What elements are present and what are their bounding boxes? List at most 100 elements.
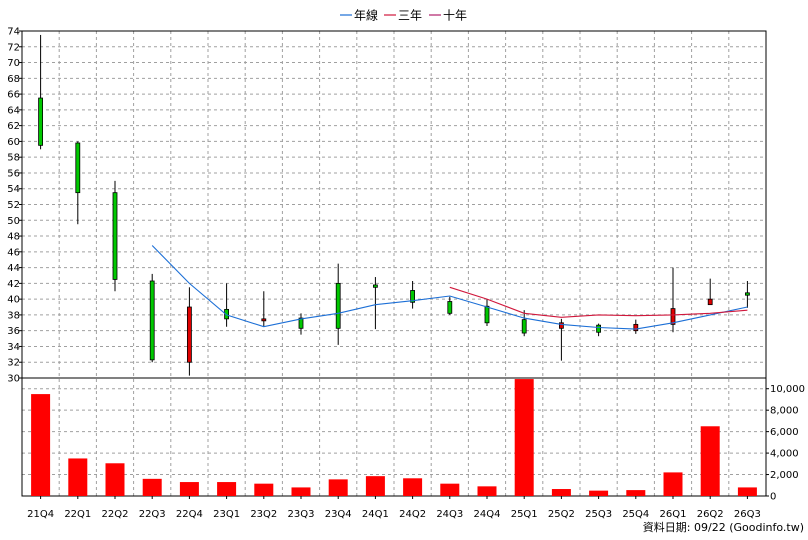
price-tick-label: 36 (7, 326, 20, 337)
volume-bar-24Q3 (440, 483, 460, 496)
price-tick-label: 44 (7, 263, 20, 274)
candle-body-23Q1 (224, 308, 230, 320)
volume-tick-label: 4,000 (770, 449, 799, 460)
candle-body-22Q3 (149, 280, 155, 361)
volume-bar-26Q3 (737, 487, 757, 496)
price-tick-label: 38 (7, 310, 20, 321)
volume-bars (31, 379, 757, 496)
price-tick-label: 68 (7, 74, 20, 85)
x-tick-label: 22Q1 (64, 509, 91, 520)
price-tick-label: 58 (7, 153, 20, 164)
volume-bar-22Q1 (68, 458, 88, 496)
x-tick-label: 23Q4 (325, 509, 352, 520)
x-tick-label: 26Q2 (697, 509, 724, 520)
candle-body-21Q4 (38, 97, 43, 146)
price-tick-label: 56 (7, 168, 20, 179)
ma-line-3y (449, 286, 748, 318)
x-tick-label: 25Q4 (622, 509, 649, 520)
price-tick-label: 66 (7, 90, 20, 101)
legend-label-3y: 三年 (398, 9, 422, 23)
x-tick-label: 25Q1 (511, 509, 538, 520)
candle-body-25Q1 (521, 319, 527, 334)
x-tick-label: 25Q3 (585, 509, 612, 520)
legend-label-10y: 十年 (443, 9, 467, 23)
candle-body-25Q2 (559, 322, 564, 329)
legend: 年線 三年 十年 (340, 8, 467, 23)
price-tick-label: 46 (7, 247, 20, 258)
x-tick-label: 24Q4 (474, 509, 501, 520)
ma-line-annual (151, 245, 748, 330)
price-tick-label: 70 (7, 58, 20, 69)
source-note: 資料日期: 09/22 (Goodinfo.tw) (643, 520, 804, 534)
price-tick-label: 48 (7, 232, 20, 243)
candle-body-24Q1 (372, 284, 378, 288)
volume-tick-label: 0 (770, 492, 776, 503)
volume-bar-23Q3 (291, 487, 311, 496)
volume-frame (21, 377, 767, 497)
volume-axis: 0 2,000 4,000 6,000 8,000 10,000 (766, 384, 805, 503)
x-tick-label: 24Q3 (436, 509, 463, 520)
price-tick-label: 60 (7, 137, 20, 148)
candle-body-23Q2 (261, 318, 267, 322)
x-tick-label: 22Q4 (176, 509, 203, 520)
x-tick-label: 26Q1 (660, 509, 687, 520)
volume-bar-25Q2 (551, 489, 571, 496)
volume-bar-25Q1 (514, 379, 534, 496)
price-tick-label: 40 (7, 295, 20, 306)
candle-body-26Q2 (707, 298, 713, 306)
x-tick-label: 24Q2 (399, 509, 426, 520)
volume-bar-24Q2 (403, 478, 423, 496)
volume-tick-label: 10,000 (770, 384, 805, 395)
volume-bar-22Q4 (179, 482, 199, 496)
x-tick-label: 23Q1 (213, 509, 240, 520)
candle-body-23Q4 (335, 282, 341, 329)
x-tick-label: 23Q3 (288, 509, 315, 520)
volume-tick-label: 6,000 (770, 427, 799, 438)
x-tick-label: 21Q4 (27, 509, 54, 520)
volume-bar-24Q4 (477, 486, 497, 496)
x-tick-label: 24Q1 (362, 509, 389, 520)
candle-body-24Q4 (484, 305, 490, 324)
volume-bar-21Q4 (31, 394, 51, 496)
volume-bar-22Q3 (142, 478, 162, 496)
x-tick-label: 22Q3 (139, 509, 166, 520)
candle-body-24Q3 (447, 301, 453, 314)
candle-body-26Q3 (745, 292, 750, 296)
candle-body-22Q2 (112, 192, 118, 280)
candle-body-22Q1 (75, 142, 81, 194)
volume-bar-23Q4 (328, 479, 348, 496)
x-tick-label: 25Q2 (548, 509, 575, 520)
volume-bar-24Q1 (365, 476, 385, 496)
x-tick-label: 23Q2 (250, 509, 277, 520)
candle-body-26Q1 (670, 308, 676, 325)
price-tick-label: 54 (7, 184, 20, 195)
x-tick-label: 26Q3 (734, 509, 761, 520)
volume-bar-25Q4 (626, 490, 646, 496)
candle-body-25Q4 (633, 323, 639, 332)
volume-tick-label: 2,000 (770, 470, 799, 481)
plot-frames (21, 30, 767, 497)
volume-bar-23Q1 (217, 482, 237, 496)
moving-average-lines (151, 245, 748, 330)
volume-bar-26Q1 (663, 472, 683, 496)
price-tick-label: 62 (7, 121, 20, 132)
price-tick-label: 42 (7, 279, 20, 290)
volume-bar-26Q2 (700, 426, 720, 496)
price-tick-label: 72 (7, 42, 20, 53)
volume-bar-23Q2 (254, 483, 274, 496)
x-axis: 21Q4 22Q1 22Q2 22Q3 22Q4 23Q1 23Q2 23Q3 23Q4 24Q1… (27, 496, 761, 520)
candle-body-24Q2 (410, 290, 416, 303)
price-tick-label: 64 (7, 105, 20, 116)
legend-label-annual: 年線 (354, 8, 378, 23)
price-tick-label: 50 (7, 216, 20, 227)
volume-bar-22Q2 (105, 463, 125, 496)
price-tick-label: 32 (7, 358, 20, 369)
volume-tick-label: 8,000 (770, 406, 799, 417)
price-tick-label: 52 (7, 200, 20, 211)
candle-body-22Q4 (186, 306, 192, 363)
volume-bar-25Q3 (589, 490, 609, 496)
grid-lines (21, 30, 767, 497)
price-tick-label: 34 (7, 342, 20, 353)
